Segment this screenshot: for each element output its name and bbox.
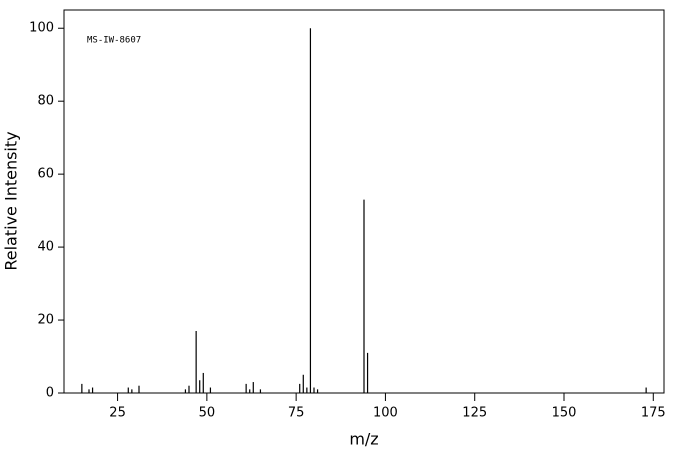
x-tick-label: 125 xyxy=(462,406,487,421)
y-axis-label: Relative Intensity xyxy=(2,131,21,270)
x-tick-label: 50 xyxy=(199,406,216,421)
annotation: MS-IW-8607 xyxy=(87,36,141,46)
y-tick-label: 0 xyxy=(46,386,54,401)
y-tick-label: 80 xyxy=(37,94,54,109)
x-tick-label: 175 xyxy=(641,406,666,421)
x-tick-label: 100 xyxy=(373,406,398,421)
y-tick-label: 60 xyxy=(37,167,54,182)
y-tick-label: 20 xyxy=(37,313,54,328)
x-tick-label: 150 xyxy=(552,406,577,421)
x-tick-label: 75 xyxy=(288,406,305,421)
y-tick-label: 100 xyxy=(29,21,54,36)
y-tick-label: 40 xyxy=(37,240,54,255)
x-tick-label: 25 xyxy=(109,406,126,421)
x-axis-label: m/z xyxy=(349,430,378,449)
